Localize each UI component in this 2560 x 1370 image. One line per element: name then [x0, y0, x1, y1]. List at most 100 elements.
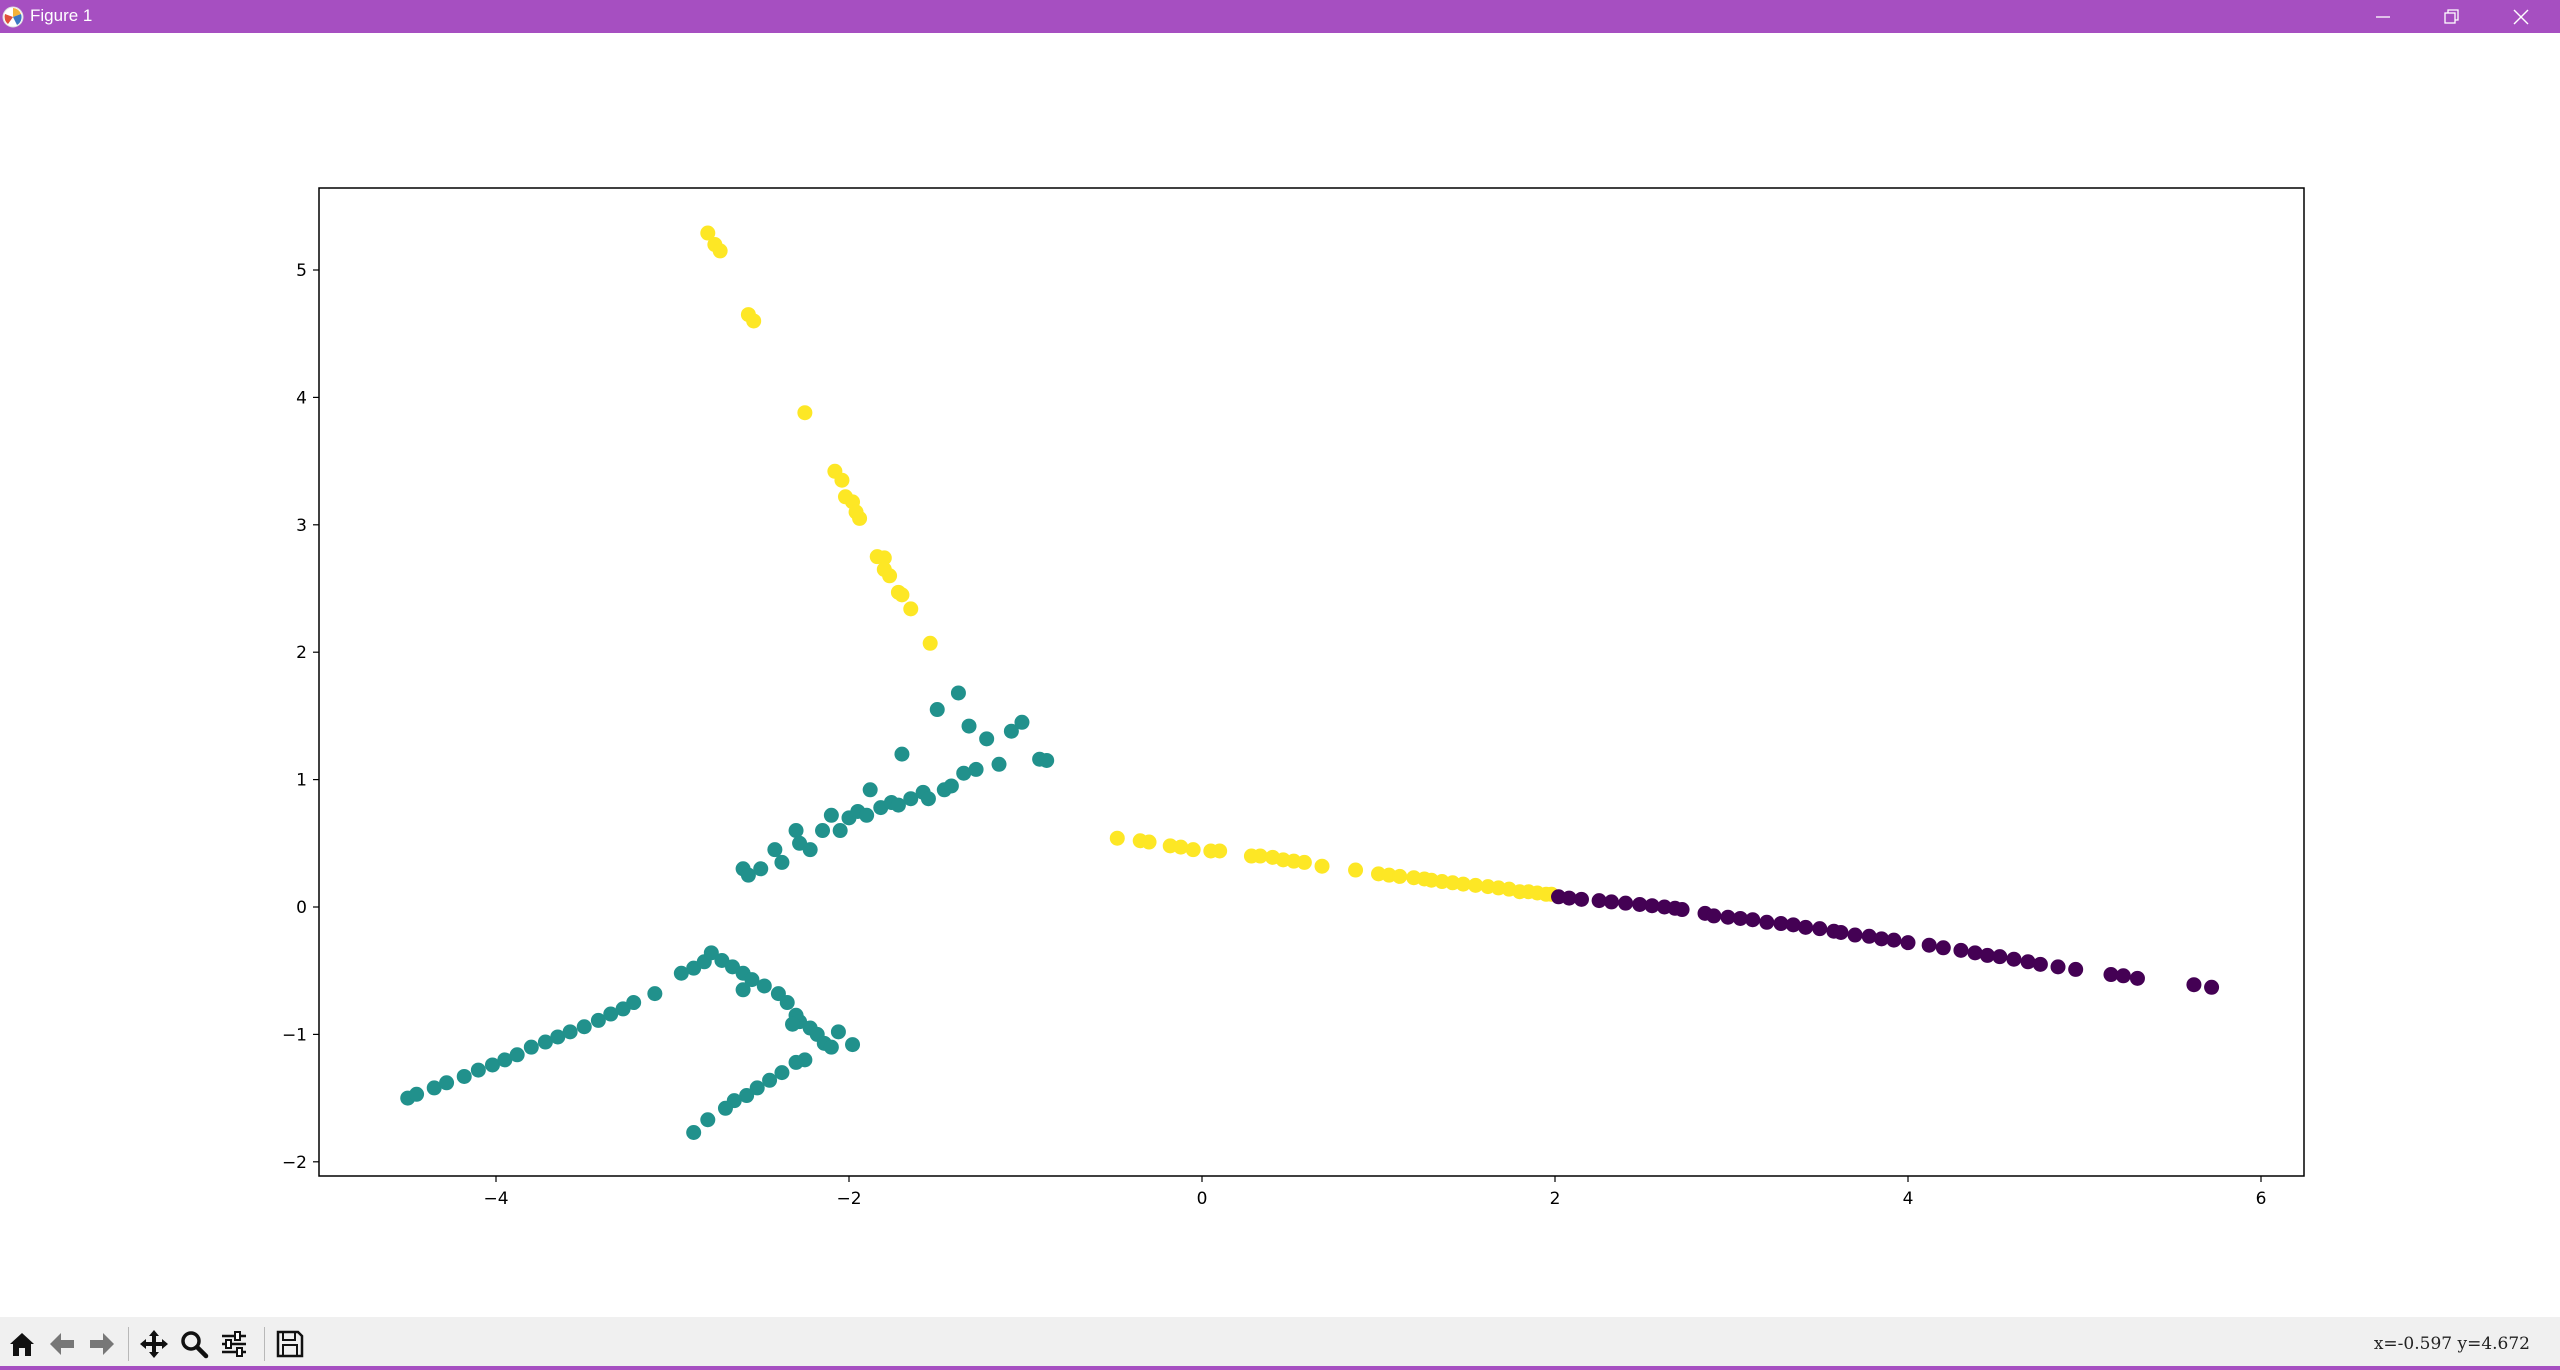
data-point: [890, 797, 906, 813]
data-point: [943, 778, 959, 794]
data-point: [767, 842, 783, 858]
data-point: [1773, 916, 1789, 932]
zoom-icon: [181, 1331, 209, 1359]
y-tick-label: 3: [296, 516, 307, 536]
data-point: [862, 782, 878, 798]
data-point: [882, 568, 898, 584]
forward-icon: [90, 1333, 114, 1355]
data-point: [894, 746, 910, 762]
save-button[interactable]: [272, 1326, 308, 1362]
data-point: [859, 807, 875, 823]
window-title: Figure 1: [30, 6, 93, 25]
y-tick-label: 0: [296, 898, 307, 918]
data-point: [815, 823, 831, 839]
toolbar-separator: [264, 1327, 265, 1361]
data-point: [903, 601, 919, 617]
navigation-toolbar: [0, 1317, 2560, 1370]
data-point: [2020, 954, 2036, 970]
y-tick-label: 5: [296, 261, 307, 281]
data-point: [712, 243, 728, 259]
data-point: [1953, 942, 1969, 958]
data-point: [1109, 830, 1125, 846]
data-point: [1185, 842, 1201, 858]
data-point: [1618, 895, 1634, 911]
data-point: [735, 982, 751, 998]
x-tick-label: 2: [1550, 1189, 1561, 1209]
minimize-button[interactable]: [2350, 0, 2416, 33]
data-point: [2050, 959, 2066, 975]
data-point: [950, 685, 966, 701]
data-point: [1706, 908, 1722, 924]
data-point: [774, 854, 790, 870]
data-point: [1874, 931, 1890, 947]
data-point: [785, 1016, 801, 1032]
data-point: [1603, 894, 1619, 910]
data-point: [1141, 834, 1157, 850]
configure-subplots-button[interactable]: [216, 1326, 252, 1362]
data-point: [834, 472, 850, 488]
data-point: [991, 756, 1007, 772]
forward-button[interactable]: [84, 1326, 120, 1362]
data-point: [1212, 843, 1228, 859]
data-point: [2103, 967, 2119, 983]
data-point: [823, 807, 839, 823]
pan-button[interactable]: [136, 1326, 172, 1362]
data-point: [1935, 940, 1951, 956]
data-point: [968, 761, 984, 777]
data-point: [2115, 968, 2131, 984]
data-point: [956, 765, 972, 781]
data-point: [852, 510, 868, 526]
data-point: [1785, 917, 1801, 933]
data-point: [1812, 921, 1828, 937]
data-point: [788, 1054, 804, 1070]
data-point: [1252, 848, 1268, 864]
data-point: [1798, 919, 1814, 935]
back-button[interactable]: [44, 1326, 80, 1362]
zoom-button[interactable]: [176, 1326, 212, 1362]
home-button[interactable]: [4, 1326, 40, 1362]
data-point: [470, 1062, 486, 1078]
save-icon: [276, 1330, 304, 1358]
data-point: [1847, 927, 1863, 943]
data-point: [894, 587, 910, 603]
data-point: [1720, 909, 1736, 925]
data-point: [426, 1080, 442, 1096]
x-tick-label: −2: [836, 1189, 861, 1209]
data-point: [961, 718, 977, 734]
data-point: [1632, 896, 1648, 912]
data-point: [920, 791, 936, 807]
data-point: [1039, 752, 1055, 768]
data-point: [739, 1088, 755, 1104]
figure-canvas[interactable]: −4 −2 0 2 4 6 −2 −1 0 1 2 3 4 5: [0, 33, 2560, 1317]
configure-subplots-icon: [222, 1331, 246, 1357]
data-point: [740, 867, 756, 883]
data-point: [797, 405, 813, 421]
data-point: [1921, 937, 1937, 953]
close-icon: [2513, 9, 2529, 25]
cursor-coordinates: x=-0.597 y=4.672: [2373, 1334, 2530, 1354]
data-point: [979, 731, 995, 747]
restore-button[interactable]: [2418, 0, 2484, 33]
data-point: [2006, 951, 2022, 967]
data-point: [1003, 723, 1019, 739]
data-point: [929, 702, 945, 718]
data-point: [1886, 932, 1902, 948]
data-point: [562, 1024, 578, 1040]
pan-icon: [140, 1330, 168, 1358]
data-point: [2129, 970, 2145, 986]
close-button[interactable]: [2488, 0, 2554, 33]
scatter-plot: −4 −2 0 2 4 6 −2 −1 0 1 2 3 4 5: [282, 187, 2305, 1209]
home-icon: [10, 1333, 34, 1356]
data-point: [1573, 891, 1589, 907]
x-tick-label: 6: [2256, 1189, 2267, 1209]
data-point: [802, 842, 818, 858]
y-tick-label: 2: [296, 643, 307, 663]
data-point: [1392, 868, 1408, 884]
title-bar: Figure 1: [0, 0, 2560, 33]
data-point: [744, 972, 760, 988]
data-point: [2032, 956, 2048, 972]
data-point: [2186, 977, 2202, 993]
data-point: [550, 1029, 566, 1045]
data-point: [497, 1052, 513, 1068]
axes-frame: [318, 187, 2305, 1177]
